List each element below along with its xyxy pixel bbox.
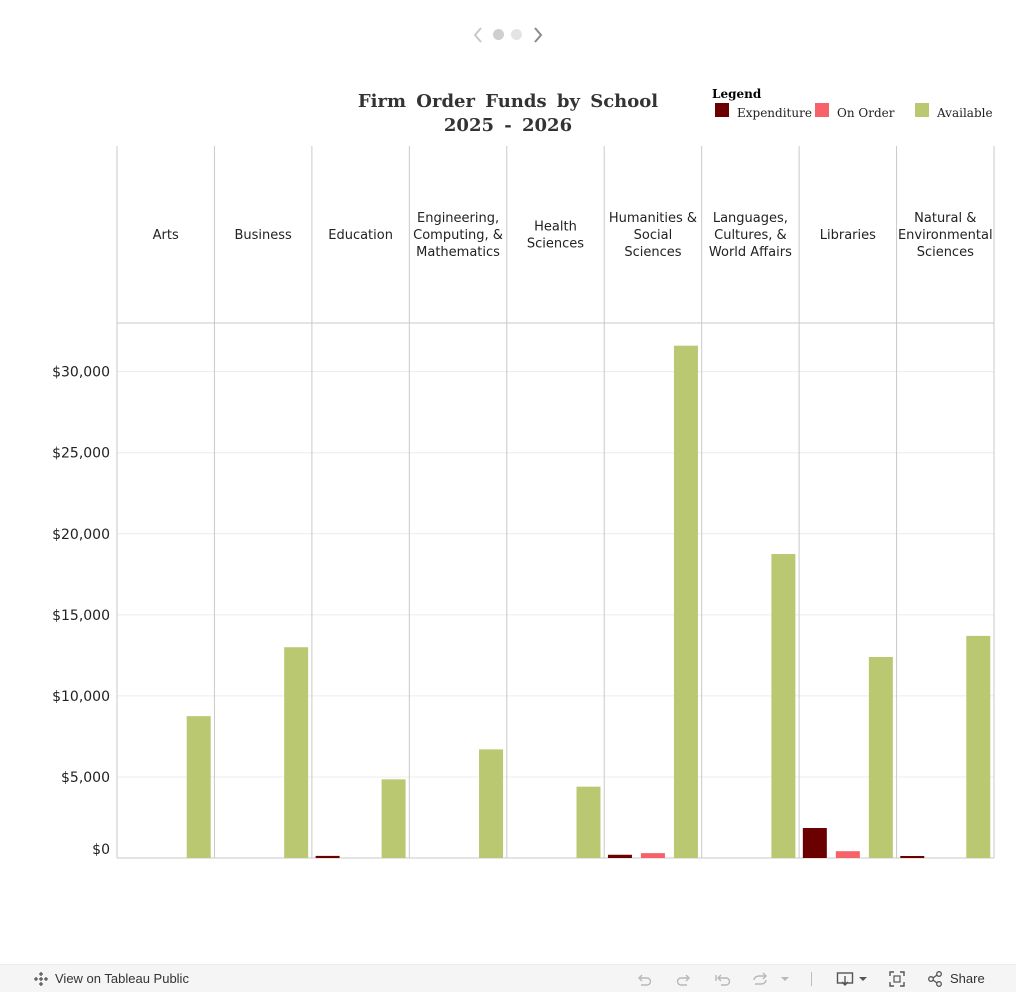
download-button[interactable] (836, 965, 868, 992)
bar-available-arts (186, 716, 211, 858)
refresh-icon (753, 972, 767, 985)
column-header-line: World Affairs (709, 245, 792, 260)
y-axis: $0 $5,000 $10,000 $15,000 $20,000 $25,000 $30,… (52, 365, 110, 858)
previous-story-point-button[interactable] (470, 24, 486, 46)
chart-title-line2: 2025 - 2026 (443, 115, 573, 136)
legend-label-expenditure: Expenditure (737, 106, 812, 120)
bar-expenditure-libraries (802, 828, 827, 858)
toolbar-divider (811, 972, 812, 986)
bar-available-libraries (868, 656, 893, 858)
legend: Legend Expenditure On Order Available (712, 86, 1002, 126)
next-story-point-button[interactable] (530, 24, 546, 46)
column-header-line: Humanities & (609, 211, 697, 226)
column-header-line: Computing, & (413, 228, 503, 243)
tableau-logo-icon (34, 971, 48, 986)
bar-available-education (381, 779, 406, 858)
view-on-tableau-public-label: View on Tableau Public (55, 971, 189, 986)
legend-title: Legend (712, 87, 762, 101)
column-header-line: Sciences (917, 245, 974, 260)
column-header-line: Natural & (914, 211, 976, 226)
column-header-natural-environmental-sciences: Natural & Environmental Sciences (898, 211, 993, 260)
bar-available-business (284, 647, 309, 858)
bars (186, 345, 991, 858)
column-header-line: Social (634, 228, 673, 243)
redo-icon (676, 974, 690, 986)
chevron-left-icon (473, 27, 482, 43)
column-header-education: Education (328, 228, 393, 243)
column-header-line: Cultures, & (714, 228, 787, 243)
undo-icon (638, 974, 652, 986)
bar-available-natural-environmental-sciences (966, 635, 991, 858)
bar-on-order-humanities-social-sciences (640, 853, 665, 858)
legend-swatch-available (915, 103, 929, 117)
column-header-line: Health (534, 220, 577, 235)
bottom-toolbar: View on Tableau Public (0, 964, 1016, 992)
bar-expenditure-humanities-social-sciences (607, 854, 632, 858)
bar-chart: Arts Business Education Engineering, Computi… (52, 146, 995, 859)
gridlines (117, 371, 994, 778)
bar-expenditure-education (315, 855, 340, 858)
story-point-dot-1[interactable] (493, 29, 504, 40)
y-tick-label: $5,000 (61, 770, 110, 786)
redo-button[interactable] (675, 965, 693, 992)
share-icon (928, 970, 942, 987)
column-header-business: Business (235, 228, 293, 243)
column-header-health-sciences: Health Sciences (527, 220, 584, 252)
bar-available-languages-cultures-world-affairs (771, 554, 796, 858)
y-tick-label: $0 (92, 842, 110, 858)
undo-button[interactable] (635, 965, 653, 992)
y-tick-label: $25,000 (52, 446, 110, 462)
y-tick-label: $20,000 (52, 527, 110, 543)
column-header-line: Sciences (527, 237, 584, 252)
column-header-libraries: Libraries (820, 228, 876, 243)
column-header-arts: Arts (153, 228, 179, 243)
revert-icon (715, 974, 731, 986)
chart-title-line1: Firm Order Funds by School (357, 91, 659, 112)
revert-button[interactable] (714, 965, 732, 992)
bar-available-engineering-computing-mathematics (479, 749, 504, 858)
chevron-right-icon (534, 27, 543, 43)
bar-available-humanities-social-sciences (673, 345, 698, 858)
column-header-languages-cultures-world-affairs: Languages, Cultures, & World Affairs (709, 211, 792, 260)
column-header-line: Mathematics (416, 245, 500, 260)
column-header-engineering-computing-mathematics: Engineering, Computing, & Mathematics (413, 211, 503, 260)
column-header-line: Languages, (713, 211, 788, 226)
full-screen-button[interactable] (888, 965, 906, 992)
refresh-options-dropdown[interactable] (780, 965, 790, 992)
y-tick-label: $30,000 (52, 365, 110, 381)
column-header-line: Engineering, (417, 211, 499, 226)
refresh-button[interactable] (751, 965, 771, 992)
column-header-line: Education (328, 228, 393, 243)
y-tick-label: $15,000 (52, 608, 110, 624)
legend-swatch-on-order (815, 103, 829, 117)
caret-down-icon (781, 976, 789, 981)
caret-down-icon (859, 976, 867, 981)
legend-swatch-expenditure (715, 103, 729, 117)
column-header-humanities-social-sciences: Humanities & Social Sciences (609, 211, 697, 260)
view-on-tableau-public-link[interactable]: View on Tableau Public (33, 965, 189, 992)
share-label: Share (950, 971, 985, 986)
bar-on-order-libraries (835, 851, 860, 858)
column-headers: Arts Business Education Engineering, Computi… (153, 211, 993, 260)
full-screen-icon (889, 970, 905, 987)
column-header-line: Libraries (820, 228, 876, 243)
chart-title: Firm Order Funds by School 2025 - 2026 (330, 90, 686, 138)
legend-label-available: Available (937, 106, 993, 120)
download-icon (836, 971, 854, 986)
column-header-line: Arts (153, 228, 179, 243)
story-point-dot-2[interactable] (511, 29, 522, 40)
column-header-line: Sciences (624, 245, 681, 260)
share-button[interactable]: Share (926, 965, 985, 992)
bar-available-health-sciences (576, 786, 601, 858)
legend-label-on-order: On Order (837, 106, 895, 120)
story-navigator (466, 24, 550, 46)
y-tick-label: $10,000 (52, 689, 110, 705)
bar-expenditure-natural-environmental-sciences (900, 856, 925, 858)
chart-frame (116, 146, 995, 859)
column-header-line: Environmental (898, 228, 993, 243)
column-header-line: Business (235, 228, 293, 243)
